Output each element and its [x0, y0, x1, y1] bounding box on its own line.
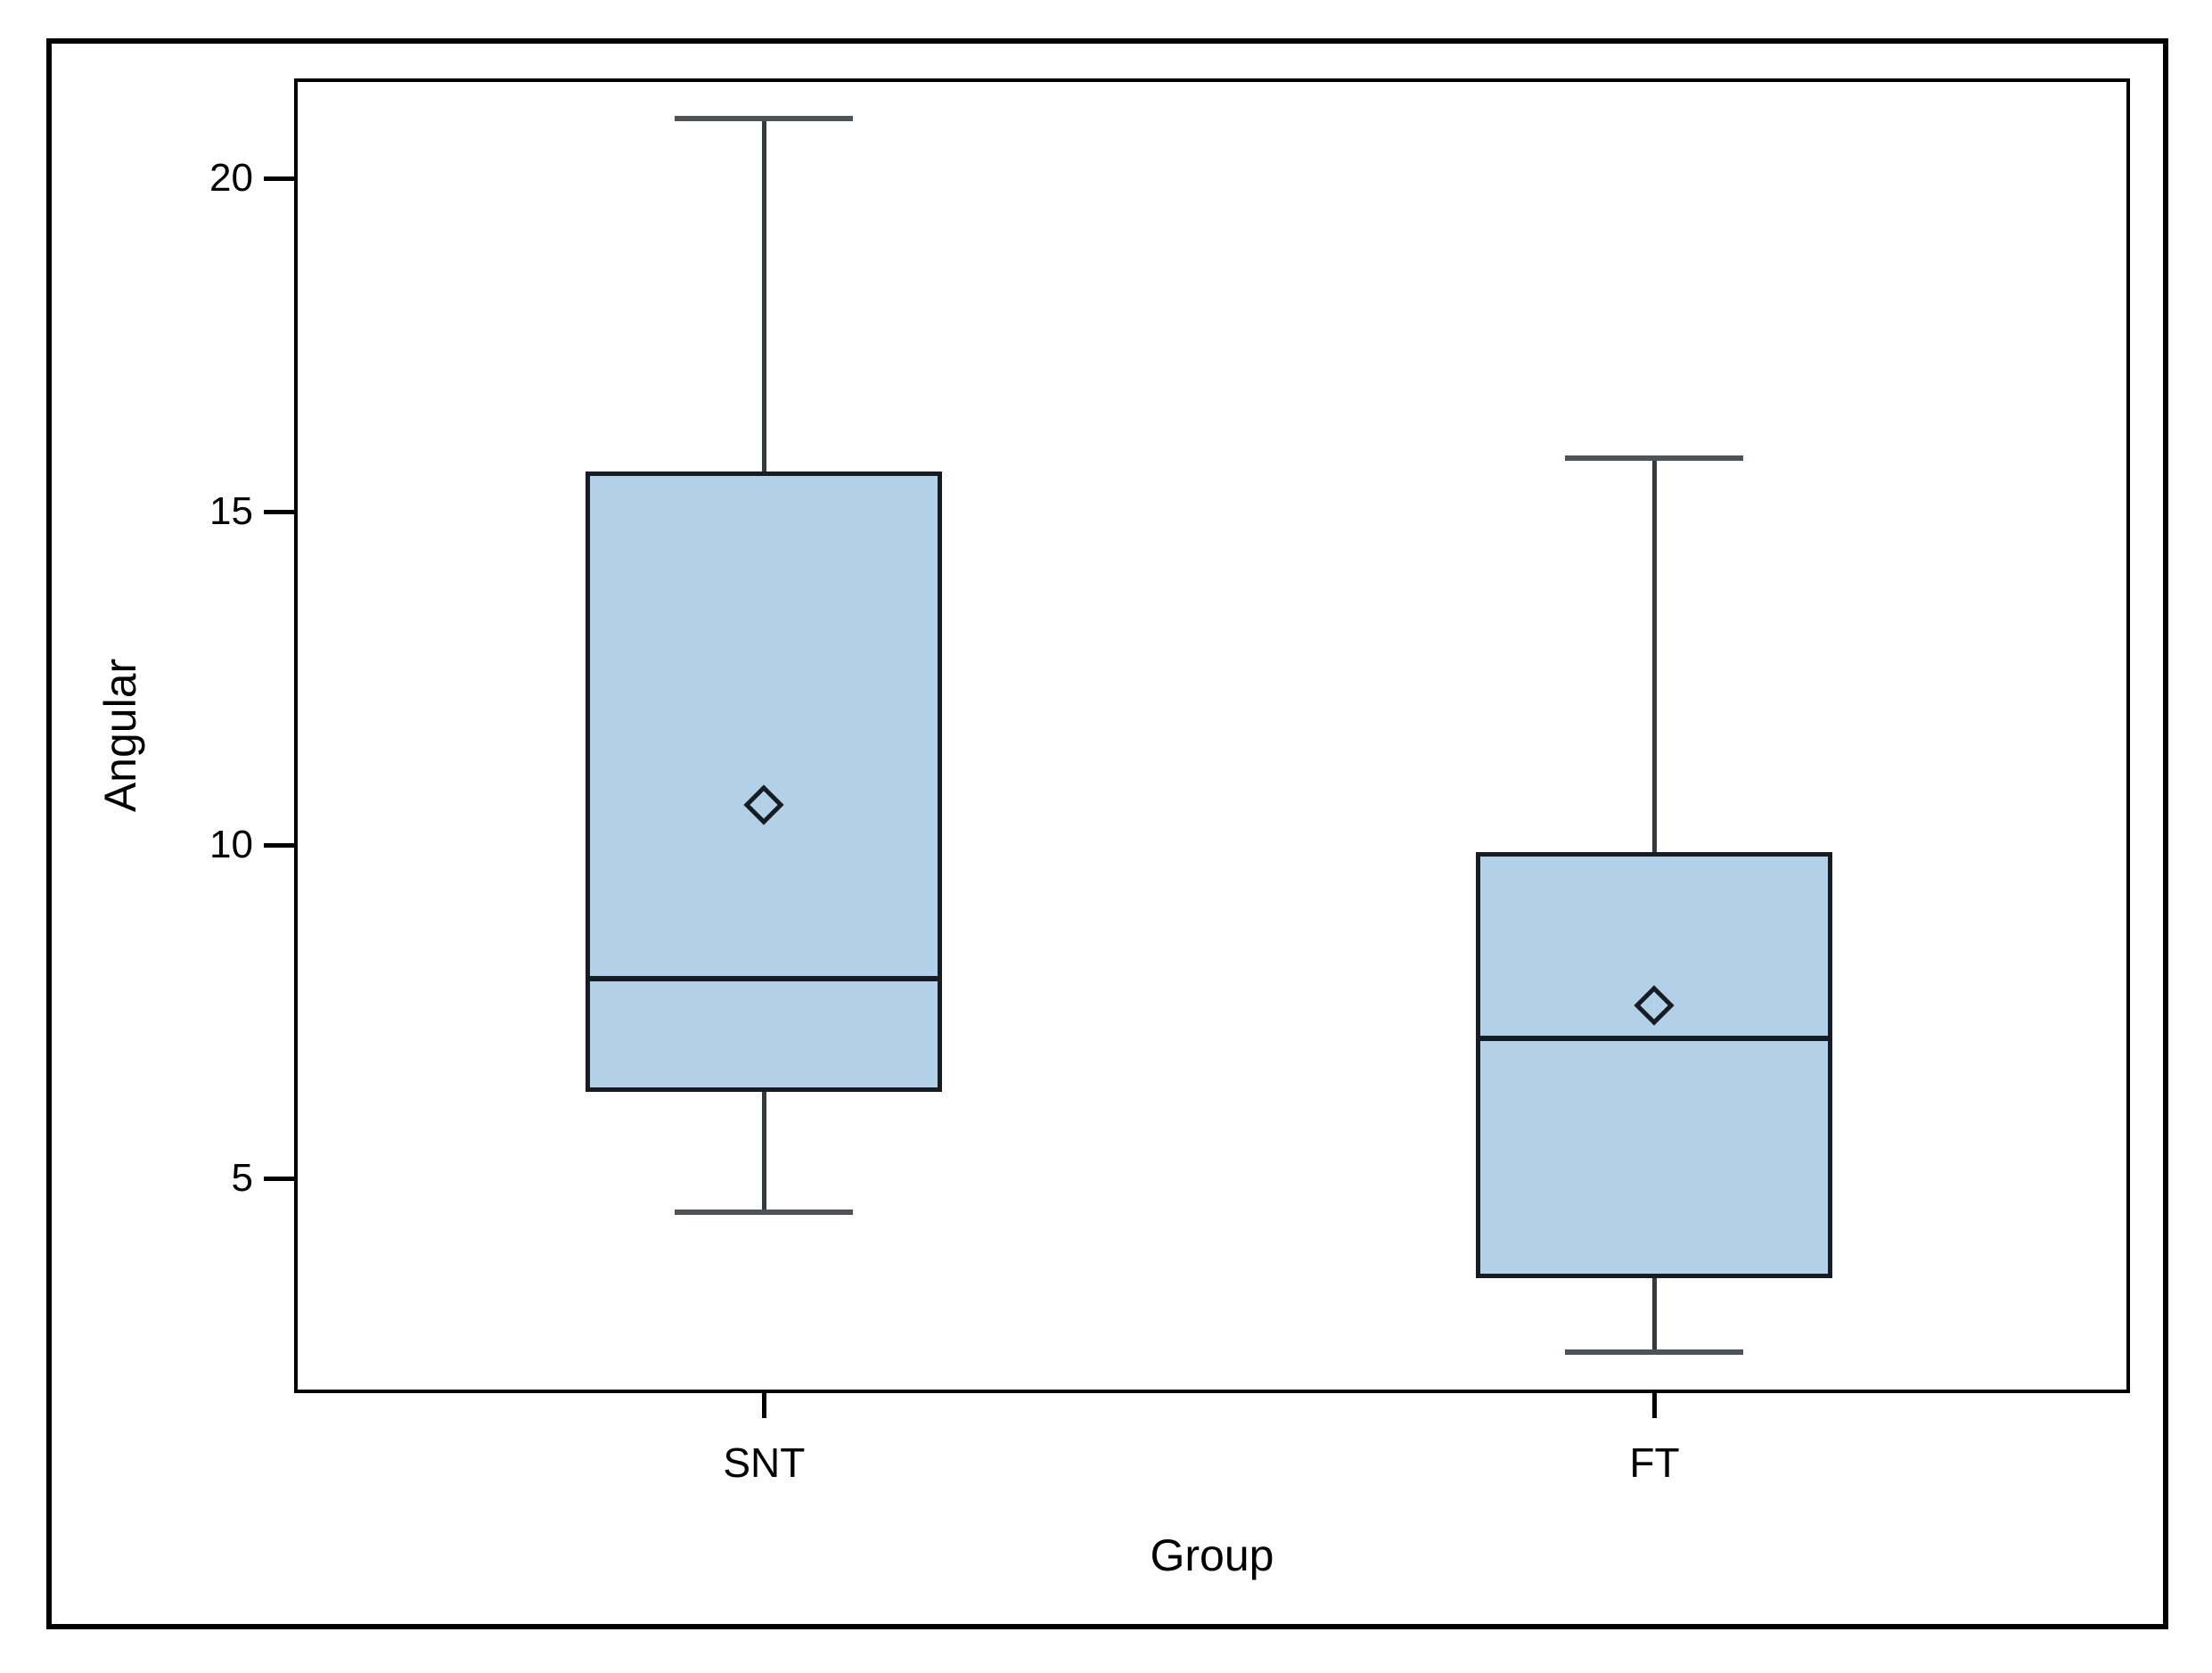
y-tick-label: 10 — [209, 823, 253, 867]
lower-whisker-line — [1651, 1278, 1657, 1352]
x-tick-label: SNT — [723, 1439, 806, 1486]
lower-whisker-line — [761, 1091, 766, 1212]
upper-whisker-cap — [675, 115, 854, 121]
x-tick-mark — [1651, 1393, 1657, 1418]
plot-area — [294, 78, 2130, 1393]
y-tick-label: 5 — [231, 1156, 253, 1201]
upper-whisker-cap — [1565, 455, 1744, 462]
x-tick-label: FT — [1629, 1439, 1680, 1486]
iqr-box — [1476, 851, 1833, 1279]
y-tick-mark — [264, 176, 294, 181]
y-tick-label: 20 — [209, 156, 253, 201]
median-line — [586, 975, 943, 981]
iqr-box — [586, 472, 943, 1092]
upper-whisker-line — [761, 118, 766, 472]
y-tick-label: 15 — [209, 489, 253, 534]
y-tick-mark — [264, 509, 294, 514]
x-tick-mark — [761, 1393, 766, 1418]
y-axis-title: Angular — [95, 658, 145, 813]
figure-outer-border — [46, 38, 2168, 1629]
upper-whisker-line — [1651, 458, 1657, 852]
median-line — [1476, 1036, 1833, 1042]
y-tick-mark — [264, 1176, 294, 1181]
lower-whisker-cap — [675, 1209, 854, 1215]
lower-whisker-cap — [1565, 1349, 1744, 1355]
x-axis-title: Group — [1150, 1530, 1274, 1580]
y-tick-mark — [264, 842, 294, 848]
